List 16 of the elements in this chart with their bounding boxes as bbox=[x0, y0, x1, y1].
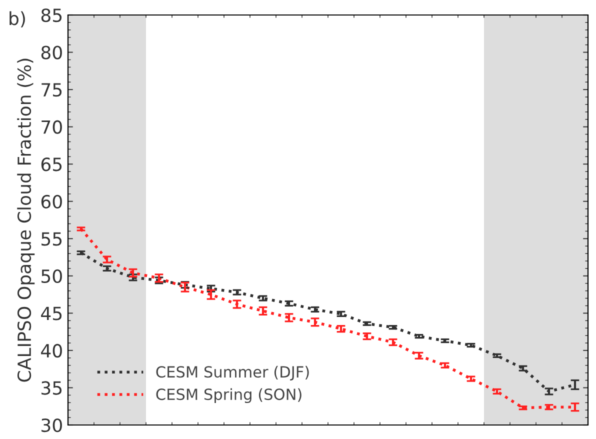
y-tick-label: 35 bbox=[42, 381, 62, 395]
y-tick-label: 50 bbox=[42, 269, 62, 284]
y-tick-label: 30 bbox=[42, 418, 62, 432]
y-tick-label: 85 bbox=[41, 8, 62, 22]
y-tick-label: 70 bbox=[42, 120, 62, 134]
y-tick-label: 55 bbox=[42, 232, 62, 246]
y-tick-label: 45 bbox=[41, 306, 62, 320]
y-tick-label: 75 bbox=[42, 83, 62, 97]
y-tick-label: 40 bbox=[41, 344, 62, 358]
y-tick-label: 65 bbox=[41, 158, 62, 172]
legend-label: CESM Summer (DJF) bbox=[156, 366, 309, 381]
y-axis-title: CALIPSO Opaque Cloud Fraction (%) bbox=[17, 58, 35, 382]
y-tick-label: 80 bbox=[41, 46, 62, 60]
legend-label: CESM Spring (SON) bbox=[156, 388, 302, 404]
text: b) bbox=[10, 11, 25, 28]
y-tick-label: 60 bbox=[41, 194, 62, 208]
